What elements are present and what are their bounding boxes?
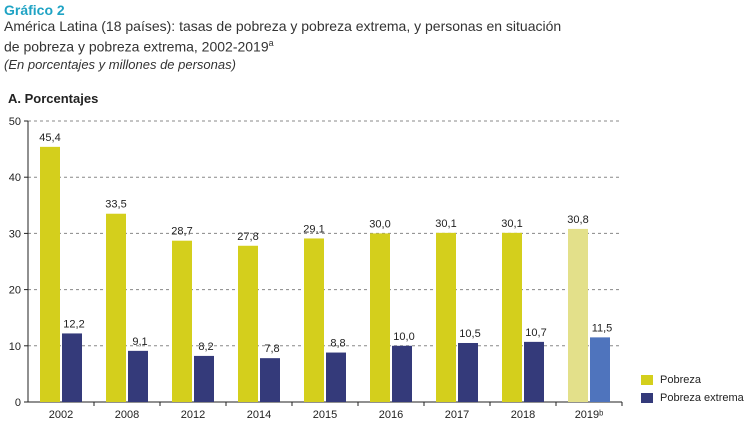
legend-swatch-pobreza [641,375,653,385]
bar-pobreza [40,146,60,402]
bar-pobreza [238,245,258,402]
data-label-pobreza: 29,1 [303,223,324,235]
x-tick-label: 2008 [115,409,139,421]
legend-label-pobreza: Pobreza [660,374,701,386]
bar-pobreza [568,228,588,402]
bar-pobreza-extrema [326,352,346,402]
bar-pobreza [172,240,192,402]
chart-header: Gráfico 2 América Latina (18 países): ta… [4,2,744,73]
bar-pobreza-extrema [194,355,214,402]
chart-title: América Latina (18 países): tasas de pob… [4,18,744,56]
data-label-pobreza-extrema: 10,0 [393,331,414,343]
data-label-pobreza-extrema: 10,7 [525,327,546,339]
chart-title-line2: de pobreza y pobreza extrema, 2002-2019 [4,38,269,55]
data-label-pobreza: 30,0 [369,218,390,230]
figure-label: Gráfico 2 [4,2,65,18]
bar-pobreza-extrema [392,345,412,402]
bar-pobreza-extrema [524,341,544,402]
x-tick-label: 2018 [511,409,535,421]
y-tick-label: 40 [9,172,21,184]
bar-pobreza [106,213,126,402]
x-tick-label: 2012 [181,409,205,421]
data-label-pobreza-extrema: 8,2 [198,341,213,353]
x-tick-label: 2016 [379,409,403,421]
y-tick-label: 30 [9,228,21,240]
y-tick-label: 50 [9,116,21,128]
data-label-pobreza: 45,4 [39,132,60,144]
data-label-pobreza-extrema: 10,5 [459,328,480,340]
data-label-pobreza: 27,8 [237,231,258,243]
bar-pobreza-extrema [458,342,478,402]
x-tick-label: 2019ᵇ [575,409,604,421]
panel-title: A. Porcentajes [8,91,99,106]
data-label-pobreza: 30,8 [567,214,588,226]
bar-pobreza-extrema [62,333,82,402]
bar-pobreza-extrema [128,350,148,402]
bar-pobreza-extrema [260,358,280,402]
data-label-pobreza-extrema: 8,8 [330,338,345,350]
x-tick-label: 2015 [313,409,337,421]
data-label-pobreza-extrema: 9,1 [132,336,147,348]
x-tick-label: 2017 [445,409,469,421]
x-tick-label: 2002 [49,409,73,421]
data-label-pobreza-extrema: 7,8 [264,343,279,355]
chart-title-line1: América Latina (18 países): tasas de pob… [4,18,562,34]
data-label-pobreza: 30,1 [501,218,522,230]
data-label-pobreza: 33,5 [105,199,126,211]
bar-pobreza [502,232,522,402]
legend-swatch-pobreza-extrema [641,393,653,403]
y-tick-label: 20 [9,285,21,297]
chart-subtitle: (En porcentajes y millones de personas) [4,56,236,72]
y-tick-label: 0 [15,397,21,409]
y-tick-label: 10 [9,341,21,353]
bar-pobreza [370,233,390,402]
x-tick-label: 2014 [247,409,271,421]
title-footnote-mark: a [268,38,274,48]
data-label-pobreza-extrema: 11,5 [592,322,613,334]
legend-item-pobreza: Pobreza [641,371,744,389]
legend-item-pobreza-extrema: Pobreza extrema [641,389,744,407]
bar-pobreza-extrema [590,337,610,402]
data-label-pobreza: 30,1 [435,218,456,230]
legend: Pobreza Pobreza extrema [641,371,744,407]
legend-label-pobreza-extrema: Pobreza extrema [660,392,744,404]
bar-pobreza [436,232,456,402]
data-label-pobreza: 28,7 [171,226,192,238]
data-label-pobreza-extrema: 12,2 [63,318,84,330]
bar-pobreza [304,238,324,402]
